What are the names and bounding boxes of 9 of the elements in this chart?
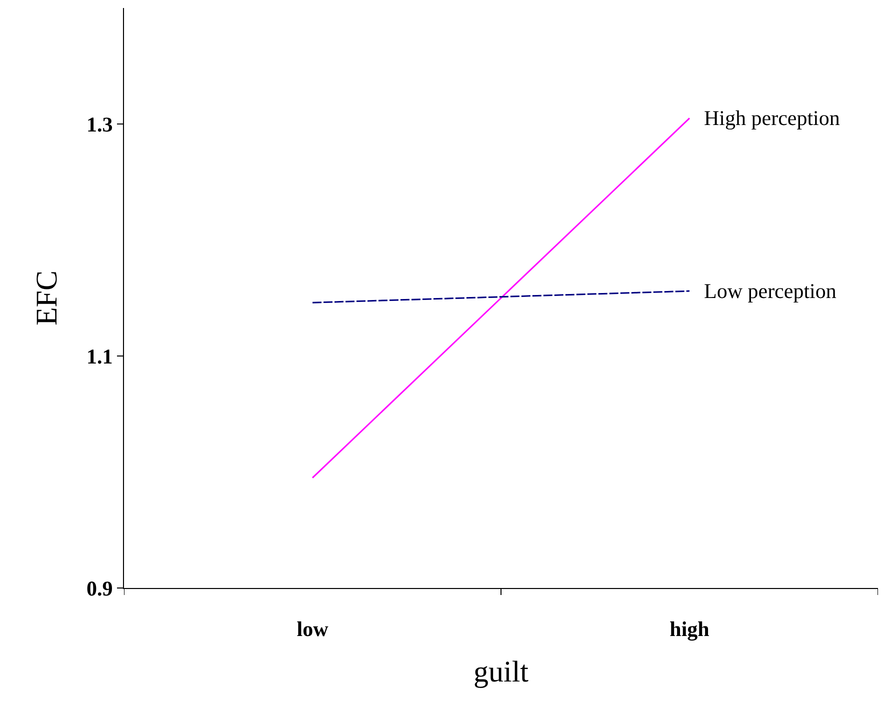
series-label: High perception [704,106,840,130]
series-label: Low perception [704,279,837,303]
y-tick-label: 1.1 [86,344,113,368]
x-tick-label: high [670,617,710,642]
x-axis-title: guilt [473,656,530,689]
x-tick-label: low [296,617,330,642]
y-tick-label: 0.9 [86,576,113,600]
y-tick-label: 1.3 [86,112,113,136]
y-axis-title: EFC [30,270,64,326]
